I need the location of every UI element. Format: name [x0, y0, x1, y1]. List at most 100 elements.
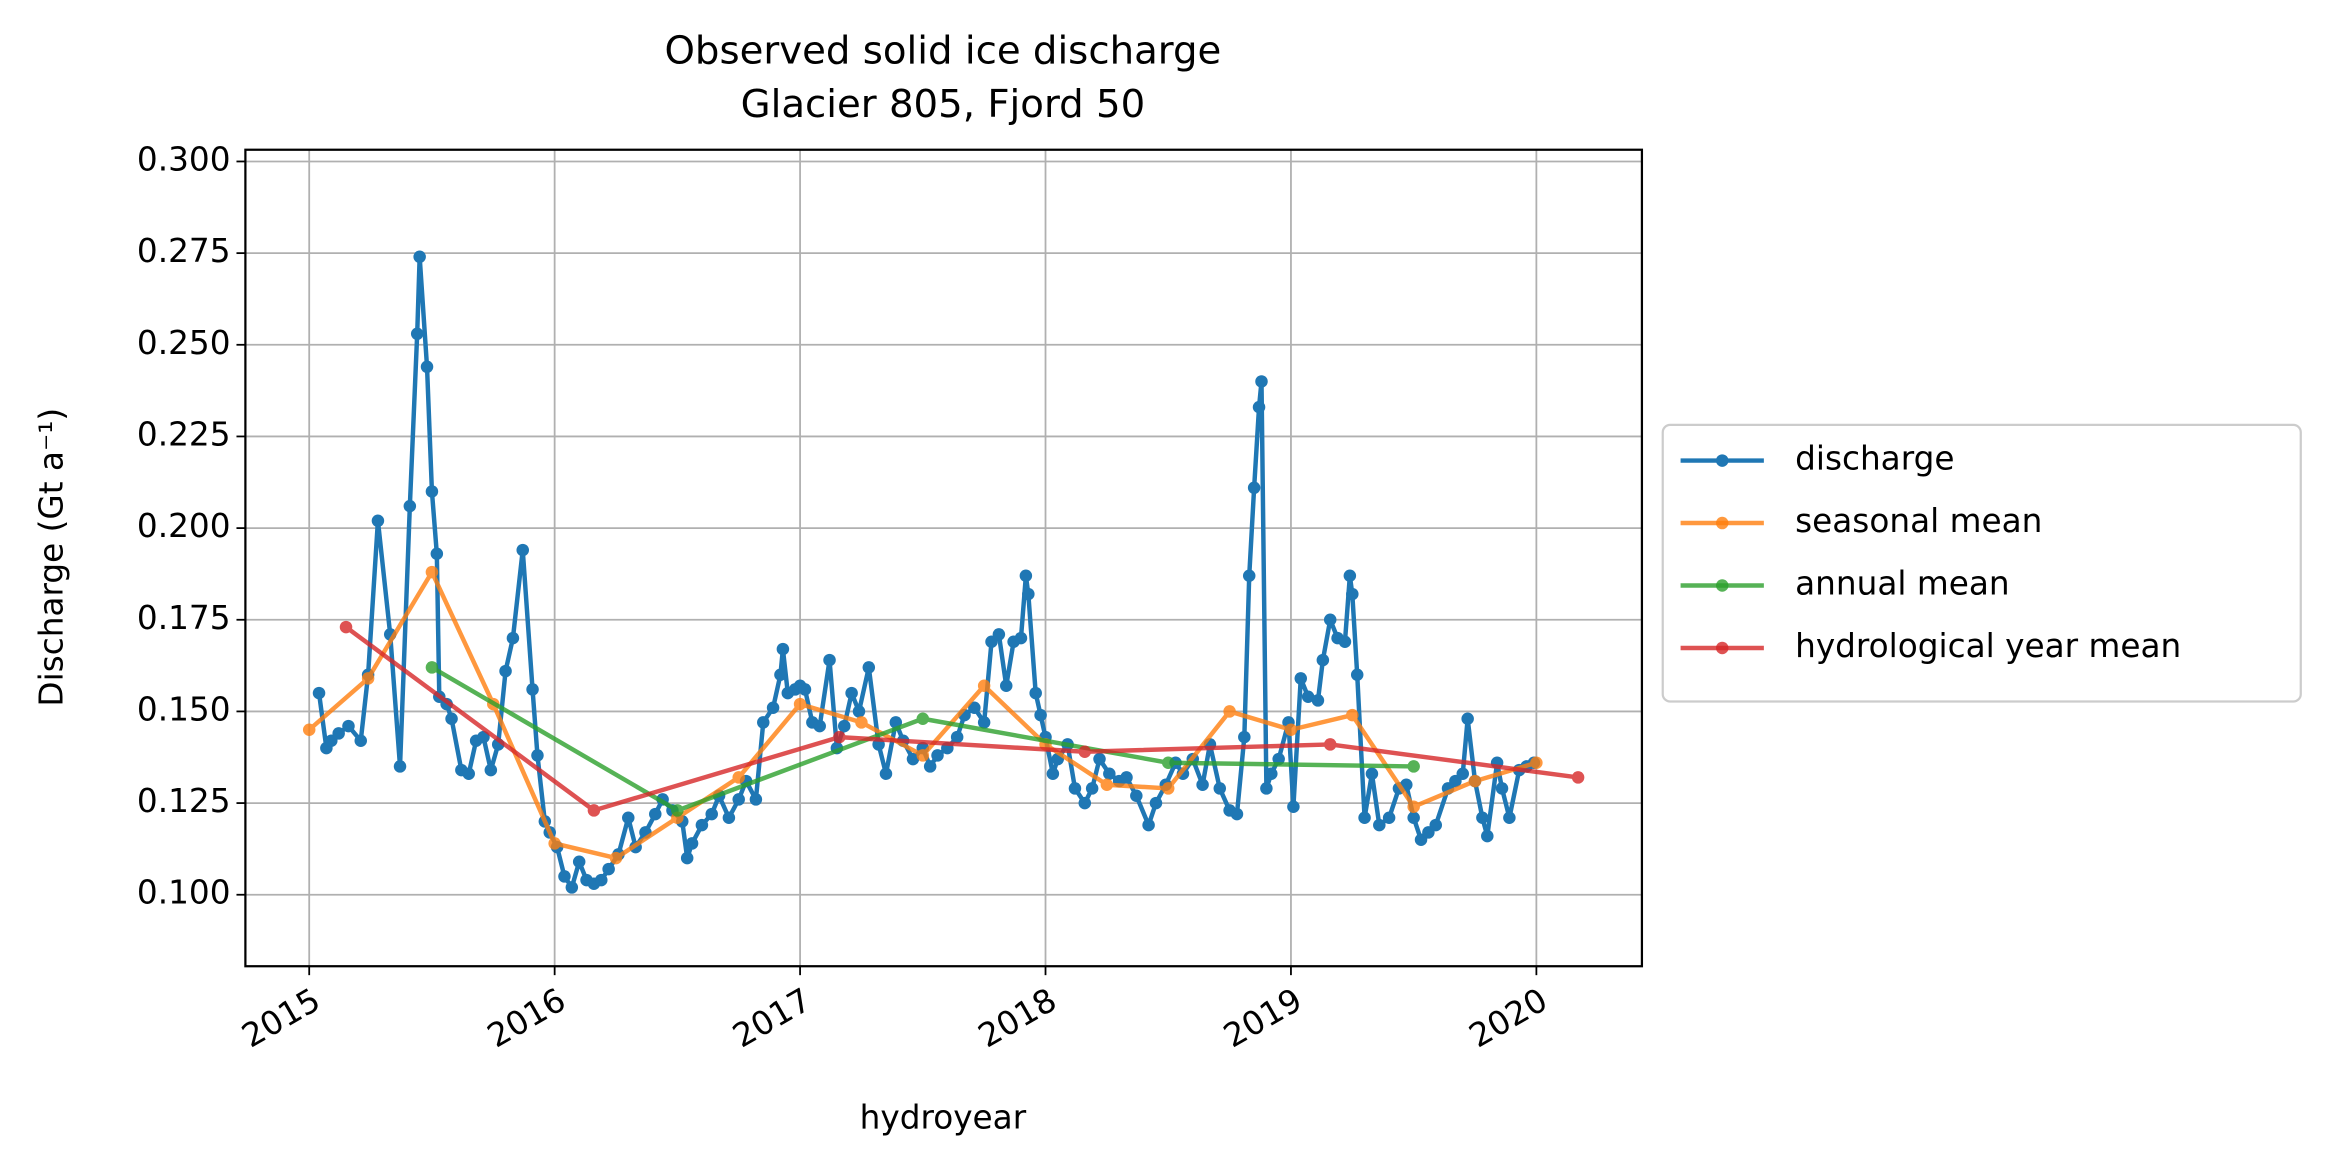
data-point [484, 763, 498, 777]
data-point [1046, 767, 1060, 780]
data-point [462, 767, 475, 780]
data-point [1346, 708, 1359, 722]
data-point [793, 697, 807, 711]
data-point [1350, 668, 1364, 682]
y-tick-label: 0.150 [137, 690, 231, 728]
data-point [1022, 587, 1035, 601]
data-point [602, 862, 615, 876]
data-point [1346, 587, 1359, 601]
data-point [499, 664, 512, 678]
data-point [1034, 708, 1047, 722]
data-point [798, 683, 812, 696]
plot-frame [244, 148, 1644, 968]
data-point [1223, 705, 1236, 718]
data-point [425, 565, 439, 579]
data-point [1287, 800, 1300, 813]
legend-box [1661, 423, 2302, 703]
data-point [1260, 782, 1273, 795]
data-point [1068, 782, 1082, 795]
data-point [425, 661, 439, 674]
legend-marker [1715, 579, 1729, 592]
data-point [430, 547, 444, 561]
data-point [757, 716, 770, 729]
y-tick-label: 0.300 [137, 140, 231, 178]
data-point [1247, 481, 1261, 495]
data-point [916, 712, 930, 726]
data-point [906, 752, 920, 766]
legend-marker [1715, 454, 1729, 467]
data-point [931, 749, 944, 762]
data-point [548, 837, 561, 850]
chart-title: Observed solid ice discharge [664, 29, 1221, 74]
data-point [977, 716, 991, 729]
legend-label: annual mean [1795, 565, 2010, 603]
data-point [671, 804, 684, 817]
data-point [1255, 375, 1268, 388]
data-point [1120, 771, 1133, 784]
data-point [1085, 782, 1099, 795]
data-point [1503, 811, 1516, 824]
data-point [339, 620, 353, 634]
data-point [685, 837, 699, 850]
data-point [999, 679, 1013, 693]
data-point [393, 760, 407, 773]
data-point [923, 760, 937, 773]
y-tick-label: 0.100 [137, 874, 231, 912]
data-point [302, 723, 316, 737]
data-point [425, 485, 439, 498]
data-point [776, 642, 790, 656]
data-point [1343, 569, 1357, 583]
data-point [1373, 818, 1386, 832]
y-axis-label: Discharge (Gt a⁻¹) [33, 408, 71, 707]
series-line [344, 625, 1579, 813]
data-point [565, 881, 579, 894]
series [425, 661, 1420, 817]
data-point [1252, 400, 1266, 414]
y-tick-label: 0.225 [137, 415, 231, 453]
data-point [838, 719, 851, 733]
data-point [558, 870, 571, 883]
data-point [1301, 690, 1315, 704]
data-point [1093, 752, 1106, 766]
data-point [1456, 767, 1469, 780]
data-point [1316, 653, 1330, 667]
data-point [506, 631, 520, 645]
data-point [1149, 796, 1163, 810]
data-point [312, 686, 326, 700]
data-point [823, 653, 836, 667]
y-tick-label: 0.250 [137, 324, 231, 362]
data-point [1265, 767, 1278, 780]
data-point [1242, 569, 1256, 583]
y-tick-label: 0.175 [137, 599, 231, 637]
data-point [526, 683, 539, 696]
data-point [1213, 782, 1227, 795]
data-point [1130, 789, 1143, 802]
data-point [1571, 771, 1585, 784]
data-point [1078, 745, 1092, 758]
legend-marker [1715, 516, 1729, 530]
data-point [1161, 782, 1175, 795]
data-point [516, 543, 529, 557]
data-point [445, 712, 458, 726]
data-point [1358, 811, 1371, 824]
data-point [649, 807, 662, 821]
data-point [477, 730, 490, 744]
chart-subtitle: Glacier 805, Fjord 50 [741, 82, 1146, 127]
data-point [354, 734, 367, 748]
data-point [1338, 635, 1352, 649]
data-point [1382, 811, 1396, 824]
legend-label: discharge [1795, 440, 1954, 478]
data-point [968, 701, 981, 715]
data-point [1103, 767, 1116, 780]
data-point [1196, 778, 1209, 791]
data-point [1495, 782, 1509, 795]
data-point [609, 851, 623, 865]
data-point [1019, 569, 1033, 583]
data-point [977, 679, 991, 693]
data-point [774, 668, 787, 682]
data-point [1530, 756, 1543, 769]
data-point [1142, 818, 1155, 832]
data-point [852, 705, 866, 718]
y-tick-label: 0.200 [137, 507, 231, 545]
